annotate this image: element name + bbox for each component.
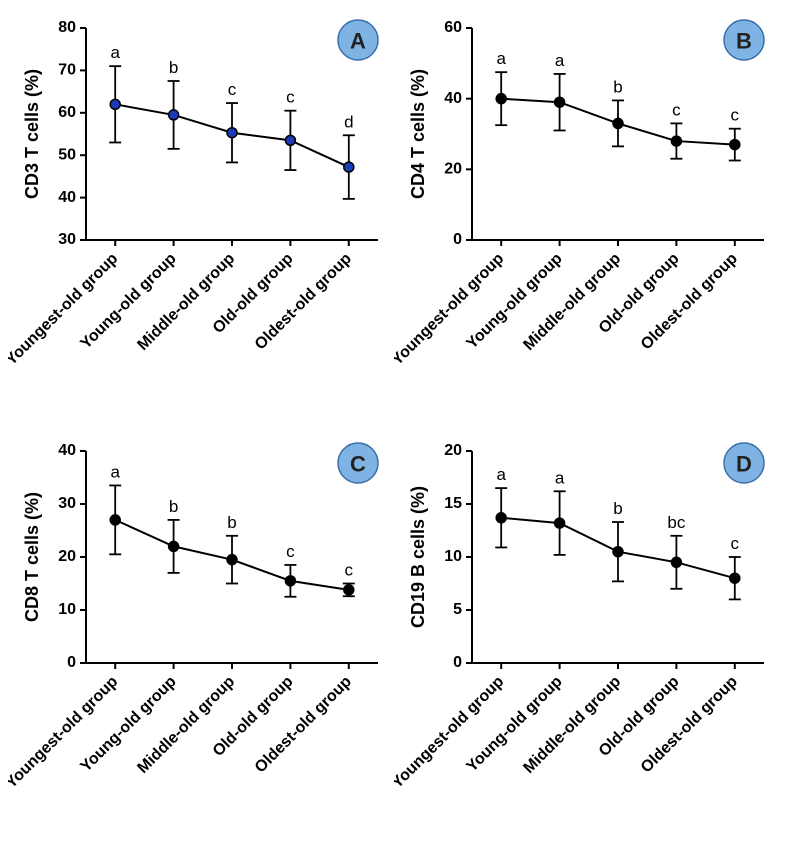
svg-text:a: a bbox=[496, 465, 506, 484]
svg-text:60: 60 bbox=[444, 19, 462, 36]
svg-text:a: a bbox=[110, 462, 120, 481]
svg-text:b: b bbox=[613, 499, 622, 518]
svg-text:Middle-old group: Middle-old group bbox=[134, 250, 238, 354]
svg-text:0: 0 bbox=[453, 654, 462, 671]
svg-text:CD19 B cells (%): CD19 B cells (%) bbox=[408, 486, 428, 628]
svg-text:a: a bbox=[496, 49, 506, 68]
svg-text:b: b bbox=[169, 58, 178, 77]
svg-text:c: c bbox=[286, 88, 295, 107]
svg-text:Youngest-old group: Youngest-old group bbox=[394, 250, 508, 369]
panel-grid: 304050607080CD3 T cells (%)Youngest-old … bbox=[0, 0, 788, 860]
svg-text:b: b bbox=[227, 513, 236, 532]
svg-text:70: 70 bbox=[58, 62, 76, 79]
svg-text:a: a bbox=[555, 51, 565, 70]
svg-text:80: 80 bbox=[58, 19, 76, 36]
svg-text:40: 40 bbox=[444, 90, 462, 107]
svg-text:Middle-old group: Middle-old group bbox=[134, 673, 238, 777]
svg-text:c: c bbox=[731, 534, 740, 553]
svg-text:20: 20 bbox=[58, 548, 76, 565]
svg-text:CD8 T cells (%): CD8 T cells (%) bbox=[22, 492, 42, 622]
svg-text:c: c bbox=[731, 106, 740, 125]
svg-text:Middle-old group: Middle-old group bbox=[520, 250, 624, 354]
svg-text:30: 30 bbox=[58, 495, 76, 512]
svg-text:40: 40 bbox=[58, 189, 76, 206]
svg-text:a: a bbox=[555, 468, 565, 487]
svg-text:5: 5 bbox=[453, 601, 462, 618]
svg-text:50: 50 bbox=[58, 146, 76, 163]
svg-text:C: C bbox=[350, 452, 366, 477]
svg-text:40: 40 bbox=[58, 442, 76, 459]
svg-text:20: 20 bbox=[444, 161, 462, 178]
svg-text:Youngest-old group: Youngest-old group bbox=[394, 673, 508, 792]
svg-text:c: c bbox=[286, 542, 295, 561]
svg-text:Middle-old group: Middle-old group bbox=[520, 673, 624, 777]
svg-text:10: 10 bbox=[58, 601, 76, 618]
svg-text:10: 10 bbox=[444, 548, 462, 565]
panel-b: 0 20 40 60 CD4 T cells (%) Youngest-old group… bbox=[394, 10, 780, 433]
panel-c: 0 10 20 30 40 CD8 T cells (%) Youngest-old gro… bbox=[8, 433, 394, 856]
panel-d: 0 5 10 15 20 CD19 B cells (%) Youngest-old gro… bbox=[394, 433, 780, 856]
svg-text:A: A bbox=[350, 29, 366, 54]
svg-text:b: b bbox=[613, 77, 622, 96]
svg-text:D: D bbox=[736, 452, 752, 477]
chart-b: 0 20 40 60 CD4 T cells (%) Youngest-old group… bbox=[394, 10, 780, 430]
svg-text:d: d bbox=[344, 112, 353, 131]
svg-text:c: c bbox=[345, 561, 354, 580]
svg-text:CD3 T cells (%): CD3 T cells (%) bbox=[22, 69, 42, 199]
svg-text:bc: bc bbox=[667, 513, 685, 532]
svg-text:30: 30 bbox=[58, 231, 76, 248]
svg-text:B: B bbox=[736, 29, 752, 54]
svg-text:c: c bbox=[672, 100, 681, 119]
svg-text:0: 0 bbox=[453, 231, 462, 248]
panel-a: 30 40 50 60 70 80 CD3 T cells (%) Youngest-old … bbox=[8, 10, 394, 433]
svg-text:Oldest-old group: Oldest-old group bbox=[252, 673, 355, 776]
svg-text:20: 20 bbox=[444, 442, 462, 459]
svg-text:Oldest-old group: Oldest-old group bbox=[252, 250, 355, 353]
chart-d: 0 5 10 15 20 CD19 B cells (%) Youngest-old gro… bbox=[394, 433, 780, 853]
svg-text:b: b bbox=[169, 497, 178, 516]
svg-text:0: 0 bbox=[67, 654, 76, 671]
svg-text:Youngest-old group: Youngest-old group bbox=[8, 673, 122, 792]
svg-text:15: 15 bbox=[444, 495, 462, 512]
chart-a: 30 40 50 60 70 80 CD3 T cells (%) Youngest-old … bbox=[8, 10, 394, 430]
svg-text:60: 60 bbox=[58, 104, 76, 121]
chart-c: 0 10 20 30 40 CD8 T cells (%) Youngest-old gro… bbox=[8, 433, 394, 853]
svg-text:Oldest-old group: Oldest-old group bbox=[638, 250, 741, 353]
svg-text:a: a bbox=[110, 43, 120, 62]
svg-text:CD4 T cells (%): CD4 T cells (%) bbox=[408, 69, 428, 199]
svg-text:Youngest-old group: Youngest-old group bbox=[8, 250, 122, 369]
svg-text:Oldest-old group: Oldest-old group bbox=[638, 673, 741, 776]
svg-text:c: c bbox=[228, 80, 237, 99]
